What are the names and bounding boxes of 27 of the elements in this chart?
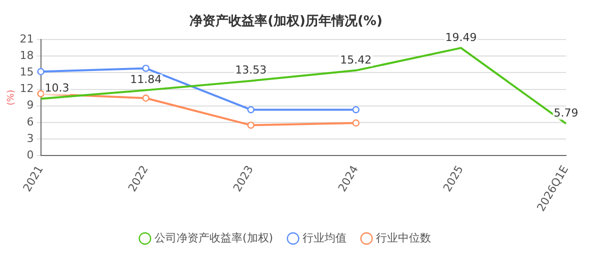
data-label: 11.84 <box>130 73 162 86</box>
point <box>352 119 360 127</box>
point <box>352 106 360 114</box>
point <box>37 68 44 76</box>
y-tick-label: 21 <box>20 32 34 46</box>
y-axis-title: (%) <box>6 90 17 106</box>
data-label: 5.79 <box>554 106 578 120</box>
data-label: 10.3 <box>44 82 70 95</box>
y-tick-label: 3 <box>26 132 34 145</box>
y-tick-label: 15 <box>20 66 34 79</box>
y-tick-label: 6 <box>26 115 34 128</box>
y-tick-label: 18 <box>20 49 34 62</box>
legend-label: 公司净资产收益率(加权) <box>154 231 274 244</box>
point <box>247 122 254 129</box>
legend-label: 行业中位数 <box>376 231 432 244</box>
chart-title: 净资产收益率(加权)历年情况(%) <box>190 13 382 30</box>
data-label: 19.49 <box>445 30 477 44</box>
data-label: 15.42 <box>340 53 372 66</box>
point <box>37 90 44 98</box>
y-tick-label: 12 <box>20 82 34 96</box>
point <box>247 106 254 114</box>
legend-label: 行业均值 <box>302 231 347 244</box>
y-tick-label: 0 <box>26 148 34 162</box>
point <box>142 94 150 102</box>
data-label: 13.53 <box>235 64 267 77</box>
point <box>142 64 150 72</box>
y-tick-label: 9 <box>26 98 34 112</box>
